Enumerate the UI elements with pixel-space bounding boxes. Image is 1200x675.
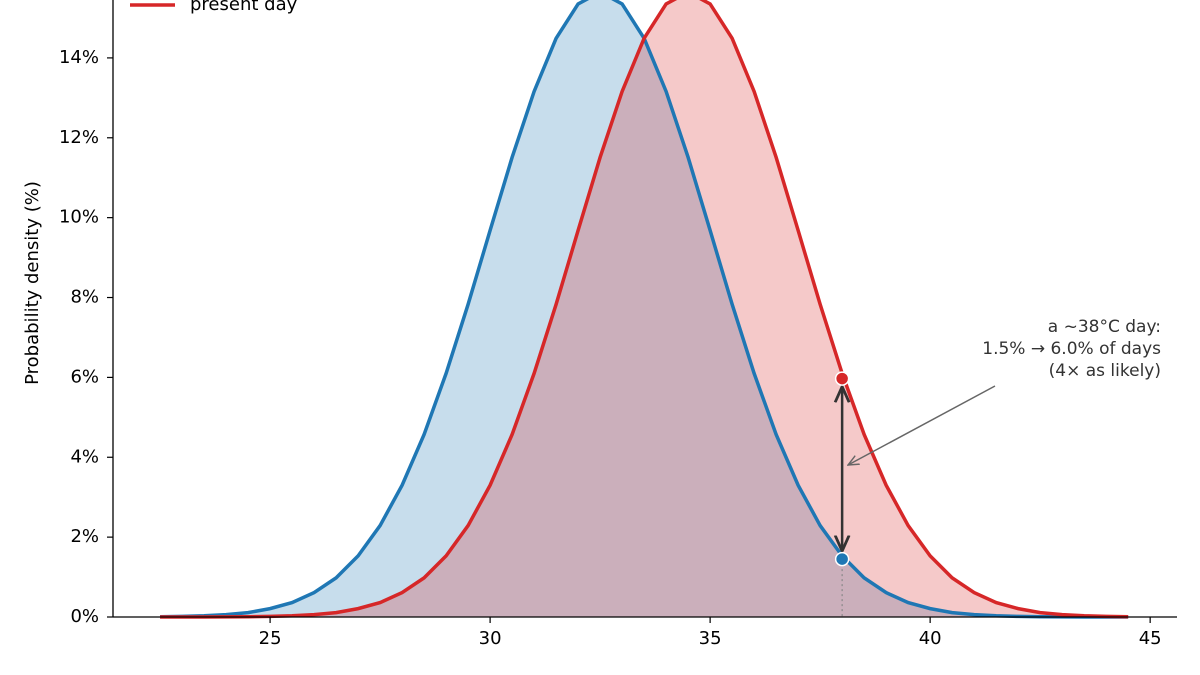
x-tick-label: 30 (479, 628, 502, 649)
plot (160, 0, 1129, 619)
x-tick-label: 45 (1139, 628, 1162, 649)
annotation: (4× as likely) (1049, 361, 1161, 381)
x-tick-label: 40 (919, 628, 942, 649)
y-tick-label: 6% (70, 366, 99, 387)
y-axis-label: Probability density (%) (22, 181, 43, 385)
x-tick-label: 35 (699, 628, 722, 649)
y-tick-label: 8% (70, 287, 99, 308)
area-fill (160, 0, 1129, 617)
legend-label: present day (190, 0, 298, 15)
annotation-arrow (848, 385, 996, 465)
y-tick-label: 12% (59, 127, 99, 148)
marker-point (834, 551, 850, 567)
y-tick-label: 14% (59, 47, 99, 68)
y-tick-label: 4% (70, 446, 99, 467)
density-line (160, 0, 1129, 619)
y-tick-label: 10% (59, 207, 99, 228)
y-tick-label: 2% (70, 526, 99, 547)
area-fill (160, 0, 1129, 617)
annotation: a ~38°C day: (1048, 317, 1161, 337)
x-tick-label: 25 (259, 628, 282, 649)
y-tick-label: 0% (70, 606, 99, 627)
annotation: 1.5% → 6.0% of days (982, 339, 1161, 359)
marker-point (834, 371, 850, 386)
